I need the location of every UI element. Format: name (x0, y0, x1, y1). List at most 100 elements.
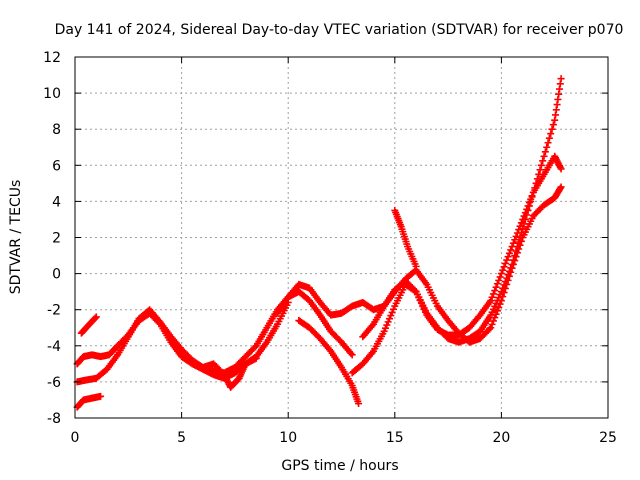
data-point (523, 211, 531, 219)
data-point (539, 157, 547, 165)
y-tick-label: 2 (52, 231, 61, 247)
y-tick-label: 4 (52, 194, 61, 210)
y-tick-label: 12 (43, 50, 61, 66)
data-point (488, 320, 496, 328)
series-track-1 (73, 288, 356, 386)
data-point (387, 312, 395, 320)
data-point (513, 249, 521, 257)
y-tick-label: 10 (43, 86, 61, 102)
x-tick-label: 10 (279, 430, 297, 446)
data-point (507, 268, 515, 276)
data-point (537, 161, 545, 169)
data-point (389, 305, 397, 313)
data-point (491, 287, 499, 295)
data-point (557, 165, 565, 173)
series-track-4 (77, 313, 100, 337)
data-point (503, 280, 511, 288)
data-point (383, 321, 391, 329)
data-point (528, 193, 536, 201)
data-point (508, 264, 516, 272)
data-point (544, 139, 552, 147)
data-point (507, 246, 515, 254)
data-point (495, 276, 503, 284)
data-point (380, 327, 388, 335)
data-point (385, 315, 393, 323)
data-point (527, 197, 535, 205)
data-point (545, 134, 553, 142)
data-point (496, 273, 504, 281)
data-point (503, 256, 511, 264)
data-point (509, 260, 517, 268)
data-point (251, 343, 259, 351)
data-point (497, 270, 505, 278)
data-point (91, 314, 99, 322)
x-tick-label: 5 (177, 430, 186, 446)
y-axis-label: SDTVAR / TECUs (8, 180, 24, 295)
data-point (501, 284, 509, 292)
data-point (557, 183, 565, 191)
data-point (515, 245, 523, 253)
data-point (505, 272, 513, 280)
data-point (412, 262, 420, 270)
series-track-8 (359, 183, 565, 346)
data-point (543, 143, 551, 151)
data-point (348, 351, 356, 359)
data-point (505, 249, 513, 257)
tick-layer: 0 5 10 15 20 25 -8 -6 -4 -2 0 2 4 6 8 10 12 (43, 50, 617, 446)
data-point (517, 237, 525, 245)
data-point (97, 392, 105, 400)
data-point (516, 241, 524, 249)
chart-title: Day 141 of 2024, Sidereal Day-to-day VTE… (55, 22, 624, 38)
data-point (493, 307, 501, 315)
data-point (388, 308, 396, 316)
data-point (492, 310, 500, 318)
data-point (485, 325, 493, 333)
data-point (521, 215, 529, 223)
data-point (155, 319, 163, 327)
data-point (547, 130, 555, 138)
series-track-10 (391, 206, 420, 270)
data-point (511, 236, 519, 244)
data-point (500, 289, 508, 297)
data-point (491, 314, 499, 322)
x-tick-label: 15 (386, 430, 404, 446)
data-point (557, 75, 565, 83)
data-point (92, 313, 100, 321)
data-point (525, 202, 533, 210)
data-point (540, 152, 548, 160)
data-point (548, 125, 556, 133)
data-point (499, 266, 507, 274)
data-point (497, 297, 505, 305)
data-point (487, 324, 495, 332)
data-point (489, 290, 497, 298)
data-point (512, 253, 520, 261)
data-point (496, 300, 504, 308)
data-point (500, 263, 508, 271)
series-track-7 (348, 152, 565, 377)
data-point (541, 148, 549, 156)
x-tick-label: 25 (599, 430, 617, 446)
y-tick-label: -4 (47, 339, 61, 355)
y-tick-label: 6 (52, 158, 61, 174)
x-axis-label: GPS time / hours (281, 458, 398, 474)
series-track-9 (295, 317, 363, 408)
data-layer (73, 75, 565, 411)
data-point (549, 121, 557, 129)
data-point (512, 232, 520, 240)
data-point (355, 400, 363, 408)
data-point (487, 297, 495, 305)
data-point (519, 224, 527, 232)
y-tick-label: -8 (47, 411, 61, 427)
series-track-3 (73, 392, 105, 411)
x-tick-label: 20 (492, 430, 510, 446)
data-point (489, 317, 497, 325)
data-point (488, 293, 496, 301)
x-tick-label: 0 (71, 430, 80, 446)
data-point (524, 206, 532, 214)
data-point (495, 303, 503, 311)
y-tick-label: 8 (52, 122, 61, 138)
data-point (384, 318, 392, 326)
data-point (493, 280, 501, 288)
series-track-5 (199, 298, 292, 391)
